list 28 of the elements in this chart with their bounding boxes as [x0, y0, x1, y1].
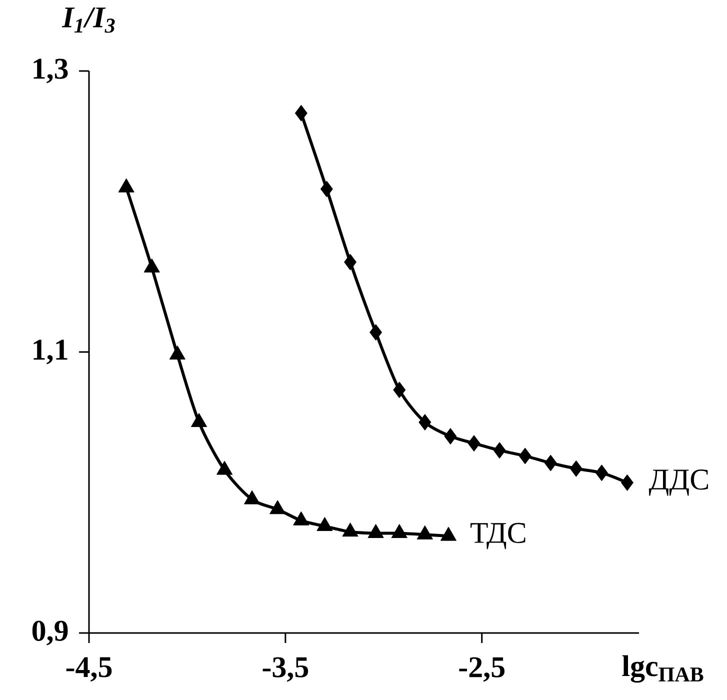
point [190, 412, 208, 427]
point [391, 524, 408, 538]
x-tick-label: -4,5 [66, 657, 112, 682]
y-tick-label: 1,3 [34, 58, 68, 84]
y-tick-label: 1,1 [34, 340, 68, 364]
point [270, 500, 286, 514]
y-tick-label: 0,9 [32, 620, 68, 646]
x-axis-title: lgc$_{ПАВ}$ [622, 655, 704, 683]
point [440, 526, 457, 541]
point [370, 324, 382, 341]
point [316, 516, 333, 531]
point [393, 382, 406, 398]
point [169, 346, 186, 360]
x-tick-label: -3,5 [262, 657, 308, 682]
series-label: ДДС [648, 470, 708, 496]
point [293, 511, 310, 526]
point [368, 524, 384, 538]
series-label: ТДС [470, 522, 526, 550]
point [342, 522, 358, 537]
point [216, 460, 233, 475]
point [418, 414, 432, 430]
point [294, 104, 308, 122]
x-tick-label: -2,5 [459, 657, 505, 682]
point [320, 180, 333, 198]
y-axis-title: I$_{1}$/I$_{3}$ [62, 7, 115, 33]
point [344, 254, 357, 270]
point [416, 525, 433, 540]
point [244, 490, 260, 504]
